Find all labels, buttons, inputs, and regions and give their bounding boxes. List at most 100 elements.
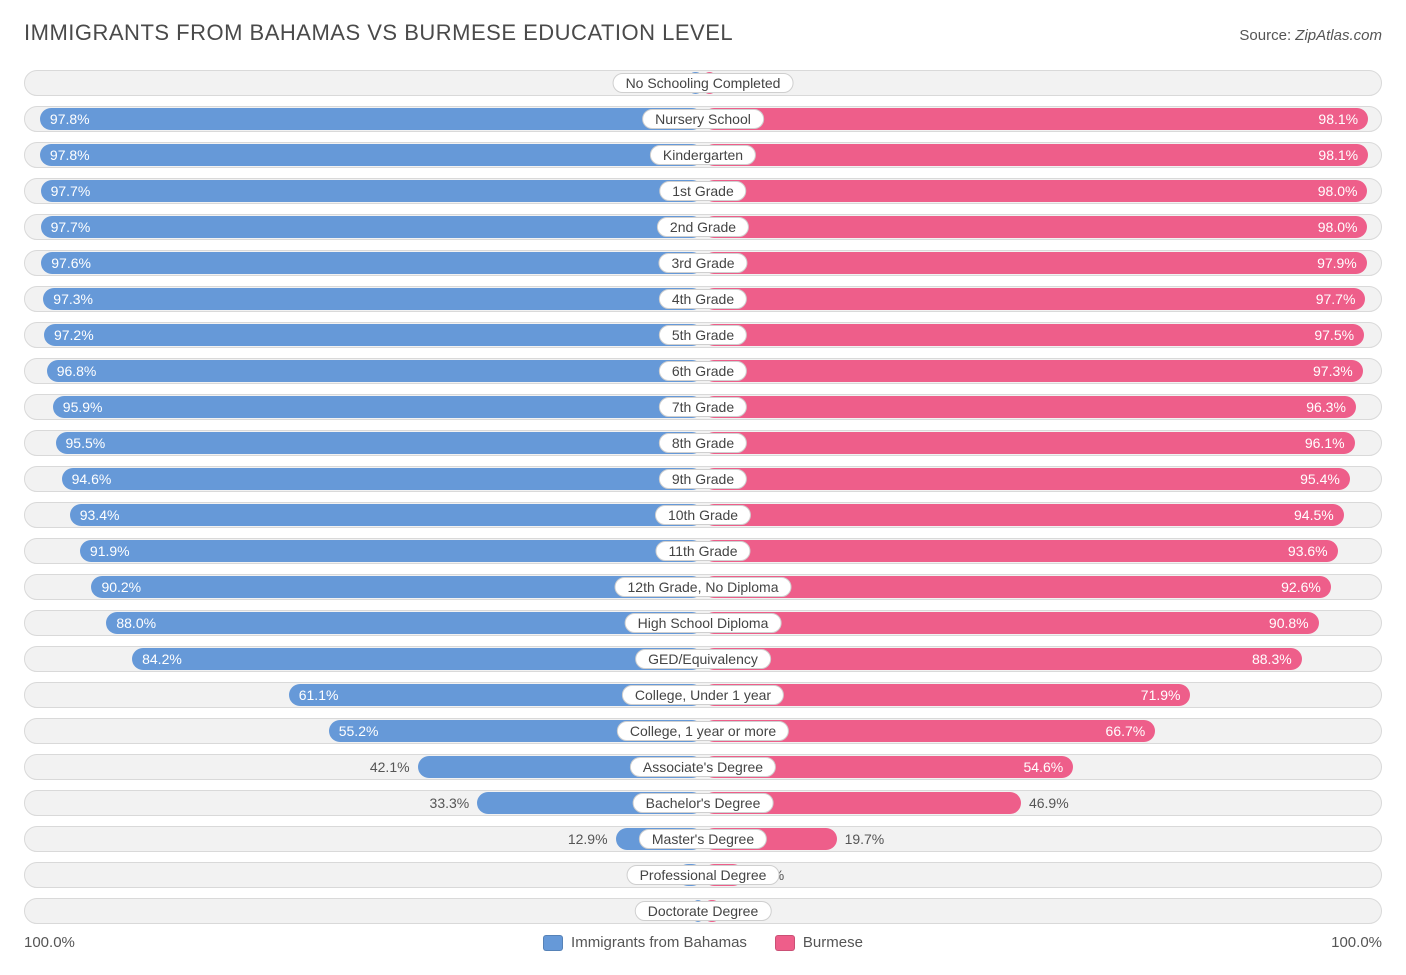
- chart-row: 33.3% 46.9% Bachelor's Degree: [24, 790, 1382, 816]
- chart-row: 97.7% 98.0% 1st Grade: [24, 178, 1382, 204]
- bar-left: [41, 252, 703, 274]
- chart-row: 2.2%1.9%No Schooling Completed: [24, 70, 1382, 96]
- category-label: 3rd Grade: [658, 253, 747, 273]
- value-left: 84.2%: [132, 647, 182, 671]
- value-left: 95.9%: [53, 395, 103, 419]
- axis-max-left: 100.0%: [24, 934, 75, 951]
- bar-right: [703, 288, 1365, 310]
- value-left: 97.6%: [41, 251, 91, 275]
- bar-right: [703, 216, 1367, 238]
- category-label: 10th Grade: [655, 505, 751, 525]
- value-right: 97.9%: [1317, 251, 1367, 275]
- bar-left: [40, 108, 703, 130]
- category-label: College, 1 year or more: [617, 721, 789, 741]
- chart-row: 95.9% 96.3% 7th Grade: [24, 394, 1382, 420]
- bar-left: [41, 180, 703, 202]
- category-label: Master's Degree: [639, 829, 767, 849]
- bar-left: [106, 612, 703, 634]
- chart-row: 97.7% 98.0% 2nd Grade: [24, 214, 1382, 240]
- bar-right: [703, 576, 1331, 598]
- category-label: GED/Equivalency: [635, 649, 771, 669]
- category-label: 1st Grade: [659, 181, 746, 201]
- chart-row: 97.3%97.7%4th Grade: [24, 286, 1382, 312]
- value-left: 95.5%: [56, 431, 106, 455]
- category-label: Doctorate Degree: [635, 901, 772, 921]
- chart-row: 97.6% 97.9% 3rd Grade: [24, 250, 1382, 276]
- value-left: 97.2%: [44, 323, 94, 347]
- chart-row: 97.2% 97.5% 5th Grade: [24, 322, 1382, 348]
- bar-right: [703, 108, 1368, 130]
- chart-row: 90.2%92.6%12th Grade, No Diploma: [24, 574, 1382, 600]
- category-label: 7th Grade: [659, 397, 747, 417]
- value-left: 97.8%: [40, 107, 90, 131]
- value-right: 71.9%: [1141, 683, 1191, 707]
- value-left: 42.1%: [370, 755, 418, 779]
- diverging-bar-chart: 2.2%1.9%No Schooling Completed 97.8% 98.1%…: [24, 70, 1382, 924]
- bar-right: [703, 360, 1363, 382]
- category-label: 8th Grade: [659, 433, 747, 453]
- chart-row: 95.5% 96.1% 8th Grade: [24, 430, 1382, 456]
- value-right: 46.9%: [1021, 791, 1069, 815]
- bar-left: [47, 360, 703, 382]
- value-left: 97.8%: [40, 143, 90, 167]
- legend-item-left: Immigrants from Bahamas: [543, 934, 747, 951]
- category-label: 9th Grade: [659, 469, 747, 489]
- value-left: 12.9%: [568, 827, 616, 851]
- value-right: 93.6%: [1288, 539, 1338, 563]
- value-right: 96.3%: [1306, 395, 1356, 419]
- bar-right: [703, 648, 1302, 670]
- category-label: No Schooling Completed: [613, 73, 794, 93]
- category-label: 2nd Grade: [657, 217, 749, 237]
- value-right: 97.3%: [1313, 359, 1363, 383]
- value-left: 55.2%: [329, 719, 379, 743]
- category-label: Associate's Degree: [630, 757, 776, 777]
- chart-row: 91.9%93.6%11th Grade: [24, 538, 1382, 564]
- chart-row: 97.8% 98.1% Nursery School: [24, 106, 1382, 132]
- category-label: 5th Grade: [659, 325, 747, 345]
- chart-row: 61.1%71.9%College, Under 1 year: [24, 682, 1382, 708]
- bar-right: [703, 504, 1344, 526]
- category-label: 11th Grade: [655, 541, 750, 561]
- value-right: 97.5%: [1314, 323, 1364, 347]
- legend-label-right: Burmese: [803, 934, 863, 951]
- bar-left: [41, 216, 703, 238]
- bar-right: [703, 180, 1367, 202]
- bar-left: [62, 468, 703, 490]
- value-right: 66.7%: [1106, 719, 1156, 743]
- value-left: 33.3%: [430, 791, 478, 815]
- value-left: 97.7%: [41, 215, 91, 239]
- bar-left: [91, 576, 703, 598]
- value-left: 94.6%: [62, 467, 112, 491]
- category-label: Bachelor's Degree: [633, 793, 774, 813]
- source-label: Source:: [1239, 27, 1295, 44]
- chart-row: 84.2%88.3%GED/Equivalency: [24, 646, 1382, 672]
- chart-row: 93.4%94.5%10th Grade: [24, 502, 1382, 528]
- value-right: 98.0%: [1318, 179, 1368, 203]
- value-right: 97.7%: [1316, 287, 1366, 311]
- category-label: High School Diploma: [625, 613, 782, 633]
- chart-row: 1.5%2.6%Doctorate Degree: [24, 898, 1382, 924]
- value-right: 94.5%: [1294, 503, 1344, 527]
- legend-item-right: Burmese: [775, 934, 863, 951]
- value-right: 54.6%: [1024, 755, 1074, 779]
- value-right: 98.0%: [1318, 215, 1368, 239]
- chart-row: 42.1% 54.6% Associate's Degree: [24, 754, 1382, 780]
- bar-right: [703, 252, 1367, 274]
- category-label: Nursery School: [642, 109, 764, 129]
- bar-left: [132, 648, 703, 670]
- bar-left: [70, 504, 703, 526]
- value-right: 96.1%: [1305, 431, 1355, 455]
- value-left: 90.2%: [91, 575, 141, 599]
- value-right: 92.6%: [1281, 575, 1331, 599]
- value-left: 96.8%: [47, 359, 97, 383]
- bar-right: [703, 540, 1338, 562]
- bar-left: [53, 396, 703, 418]
- chart-row: 3.8%6.1%Professional Degree: [24, 862, 1382, 888]
- bar-right: [703, 396, 1356, 418]
- bar-right: [703, 468, 1350, 490]
- value-left: 97.7%: [41, 179, 91, 203]
- bar-right: [703, 144, 1368, 166]
- chart-row: 55.2% 66.7% College, 1 year or more: [24, 718, 1382, 744]
- category-label: Professional Degree: [627, 865, 780, 885]
- value-right: 98.1%: [1318, 107, 1368, 131]
